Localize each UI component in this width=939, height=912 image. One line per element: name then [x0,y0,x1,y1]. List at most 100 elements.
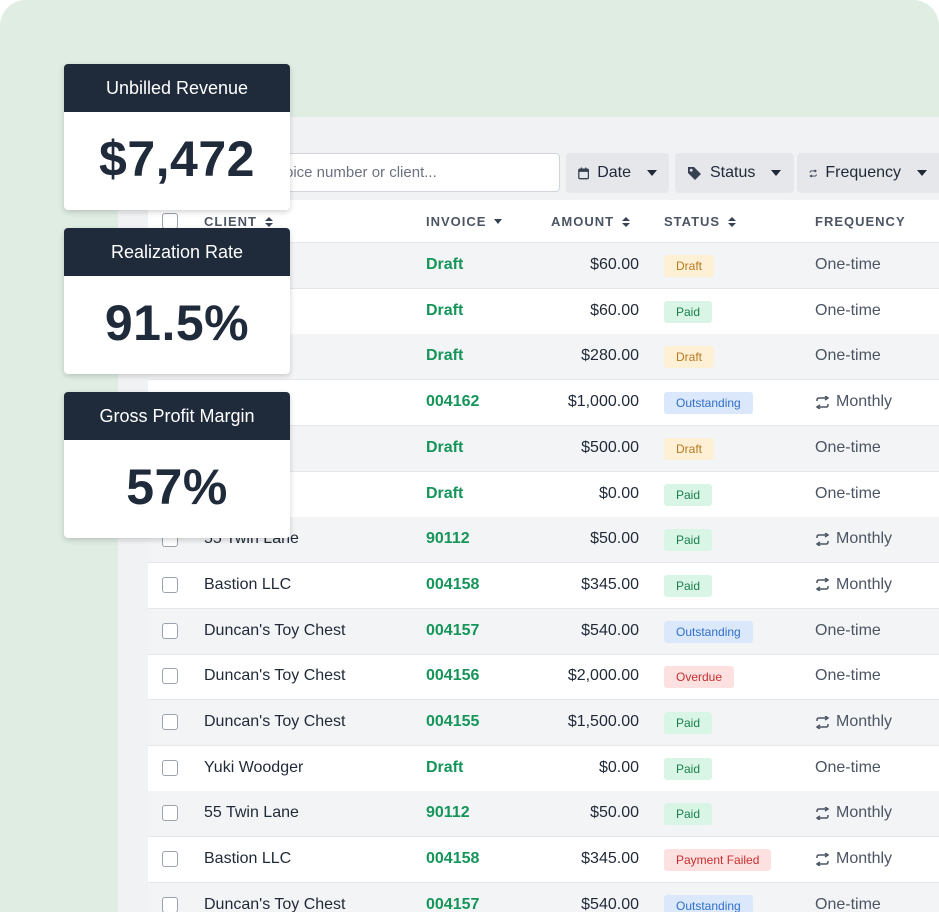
frequency-value: Monthly [815,804,892,822]
frequency-value: Monthly [815,850,892,868]
column-header-amount[interactable]: AMOUNT [551,214,631,229]
frequency-value: Monthly [815,576,892,594]
amount-value: $540.00 [581,621,639,639]
repeat-icon [815,806,830,820]
table-row[interactable]: Duncan's Toy Chest 004156 $2,000.00 Overdue… [148,654,939,701]
sort-icon [622,216,631,227]
status-badge: Paid [664,300,713,323]
status-badge: Paid [664,483,713,506]
sort-icon [728,216,737,227]
client-name: Duncan's Toy Chest [204,621,346,639]
row-checkbox[interactable] [162,851,178,868]
row-checkbox[interactable] [162,759,178,776]
table-row[interactable]: Bastion LLC 004158 $345.00 Payment Failed Mo… [148,837,939,884]
invoice-link[interactable]: 004156 [426,667,480,685]
kpi-card-gross-profit-margin: Gross Profit Margin 57% [64,392,290,538]
status-badge: Outstanding [664,620,753,643]
column-header-frequency[interactable]: FREQUENCY [815,214,906,229]
amount-value: $345.00 [581,850,639,868]
row-checkbox[interactable] [162,805,178,822]
amount-value: $540.00 [581,895,639,912]
client-name: Bastion LLC [204,850,292,868]
column-header-client-label: CLIENT [204,214,257,229]
search-input[interactable]: oice number or client... [250,153,560,192]
column-header-client[interactable]: CLIENT [204,214,273,229]
table-row[interactable]: Bastion LLC 004158 $345.00 Paid Monthly [148,563,939,609]
select-all-checkbox[interactable] [162,213,178,229]
amount-value: $50.00 [590,530,639,548]
sort-icon [264,216,273,227]
frequency-label: One-time [815,301,881,319]
status-filter-button[interactable]: Status [675,153,794,193]
status-badge: Draft [664,255,715,277]
invoice-link[interactable]: Draft [426,256,464,273]
table-row[interactable]: Duncan's Toy Chest 004155 $1,500.00 Paid Mon… [148,700,939,746]
frequency-label: Monthly [836,530,893,548]
column-header-invoice-label: INVOICE [426,214,487,229]
invoice-link[interactable]: 004157 [426,895,480,912]
amount-value: $2,000.00 [567,667,639,685]
status-badge: Outstanding [664,392,753,415]
date-filter-button[interactable]: Date [566,153,669,193]
invoice-link[interactable]: 004158 [426,850,480,868]
row-checkbox[interactable] [162,622,178,639]
frequency-label: One-time [815,256,881,273]
status-filter-label: Status [710,164,756,181]
amount-value: $500.00 [581,438,639,456]
amount-value: $50.00 [590,804,639,822]
repeat-icon [815,715,830,729]
invoice-link[interactable]: Draft [426,438,464,456]
client-name: Duncan's Toy Chest [204,667,346,685]
kpi-value: $7,472 [99,131,255,187]
amount-value: $280.00 [581,347,639,365]
amount-value: $0.00 [598,484,639,502]
table-row[interactable]: 55 Twin Lane 90112 $50.00 Paid Monthly [148,791,939,838]
calendar-icon [578,166,590,179]
row-checkbox[interactable] [162,576,178,593]
status-badge: Paid [664,529,713,552]
repeat-icon [815,852,830,866]
client-name: Yuki Woodger [204,758,304,776]
invoice-link[interactable]: Draft [426,301,464,319]
frequency-filter-label: Frequency [825,164,901,181]
invoice-link[interactable]: 004155 [426,713,480,730]
frequency-label: Monthly [836,393,893,411]
frequency-label: One-time [815,438,881,456]
status-badge: Draft [664,437,715,460]
kpi-card-unbilled-revenue: Unbilled Revenue $7,472 [64,64,290,210]
invoice-link[interactable]: 004157 [426,621,480,639]
frequency-value: One-time [815,302,881,320]
invoice-link[interactable]: 004158 [426,575,480,593]
row-checkbox[interactable] [162,896,178,912]
table-row[interactable]: Duncan's Toy Chest 004157 $540.00 Outstandi… [148,882,939,912]
kpi-title: Realization Rate [64,228,290,276]
amount-value: $60.00 [590,301,639,319]
kpi-value: 57% [126,459,228,515]
table-row[interactable]: Yuki Woodger Draft $0.00 Paid One-time [148,746,939,792]
column-header-invoice[interactable]: INVOICE [426,214,503,229]
tag-icon [688,166,701,180]
invoice-link[interactable]: Draft [426,484,464,502]
status-badge: Paid [664,757,713,780]
table-row[interactable]: Duncan's Toy Chest 004157 $540.00 Outstandi… [148,608,939,655]
invoice-link[interactable]: 90112 [426,804,470,822]
frequency-label: Monthly [836,575,893,593]
invoice-link[interactable]: 004162 [426,393,480,411]
row-checkbox[interactable] [162,668,178,685]
frequency-filter-button[interactable]: Frequency [797,153,939,193]
invoice-link[interactable]: Draft [426,758,464,776]
frequency-label: One-time [815,758,881,776]
row-checkbox[interactable] [162,714,178,730]
status-badge: Paid [664,803,713,826]
column-header-amount-label: AMOUNT [551,214,615,229]
frequency-value: One-time [815,667,881,685]
invoice-link[interactable]: Draft [426,347,464,365]
status-badge: Draft [664,346,715,369]
invoice-link[interactable]: 90112 [426,530,470,548]
frequency-label: Monthly [836,713,893,730]
frequency-value: One-time [815,256,881,274]
column-header-status[interactable]: STATUS [664,214,737,229]
frequency-label: One-time [815,484,881,502]
status-badge: Paid [664,574,713,597]
